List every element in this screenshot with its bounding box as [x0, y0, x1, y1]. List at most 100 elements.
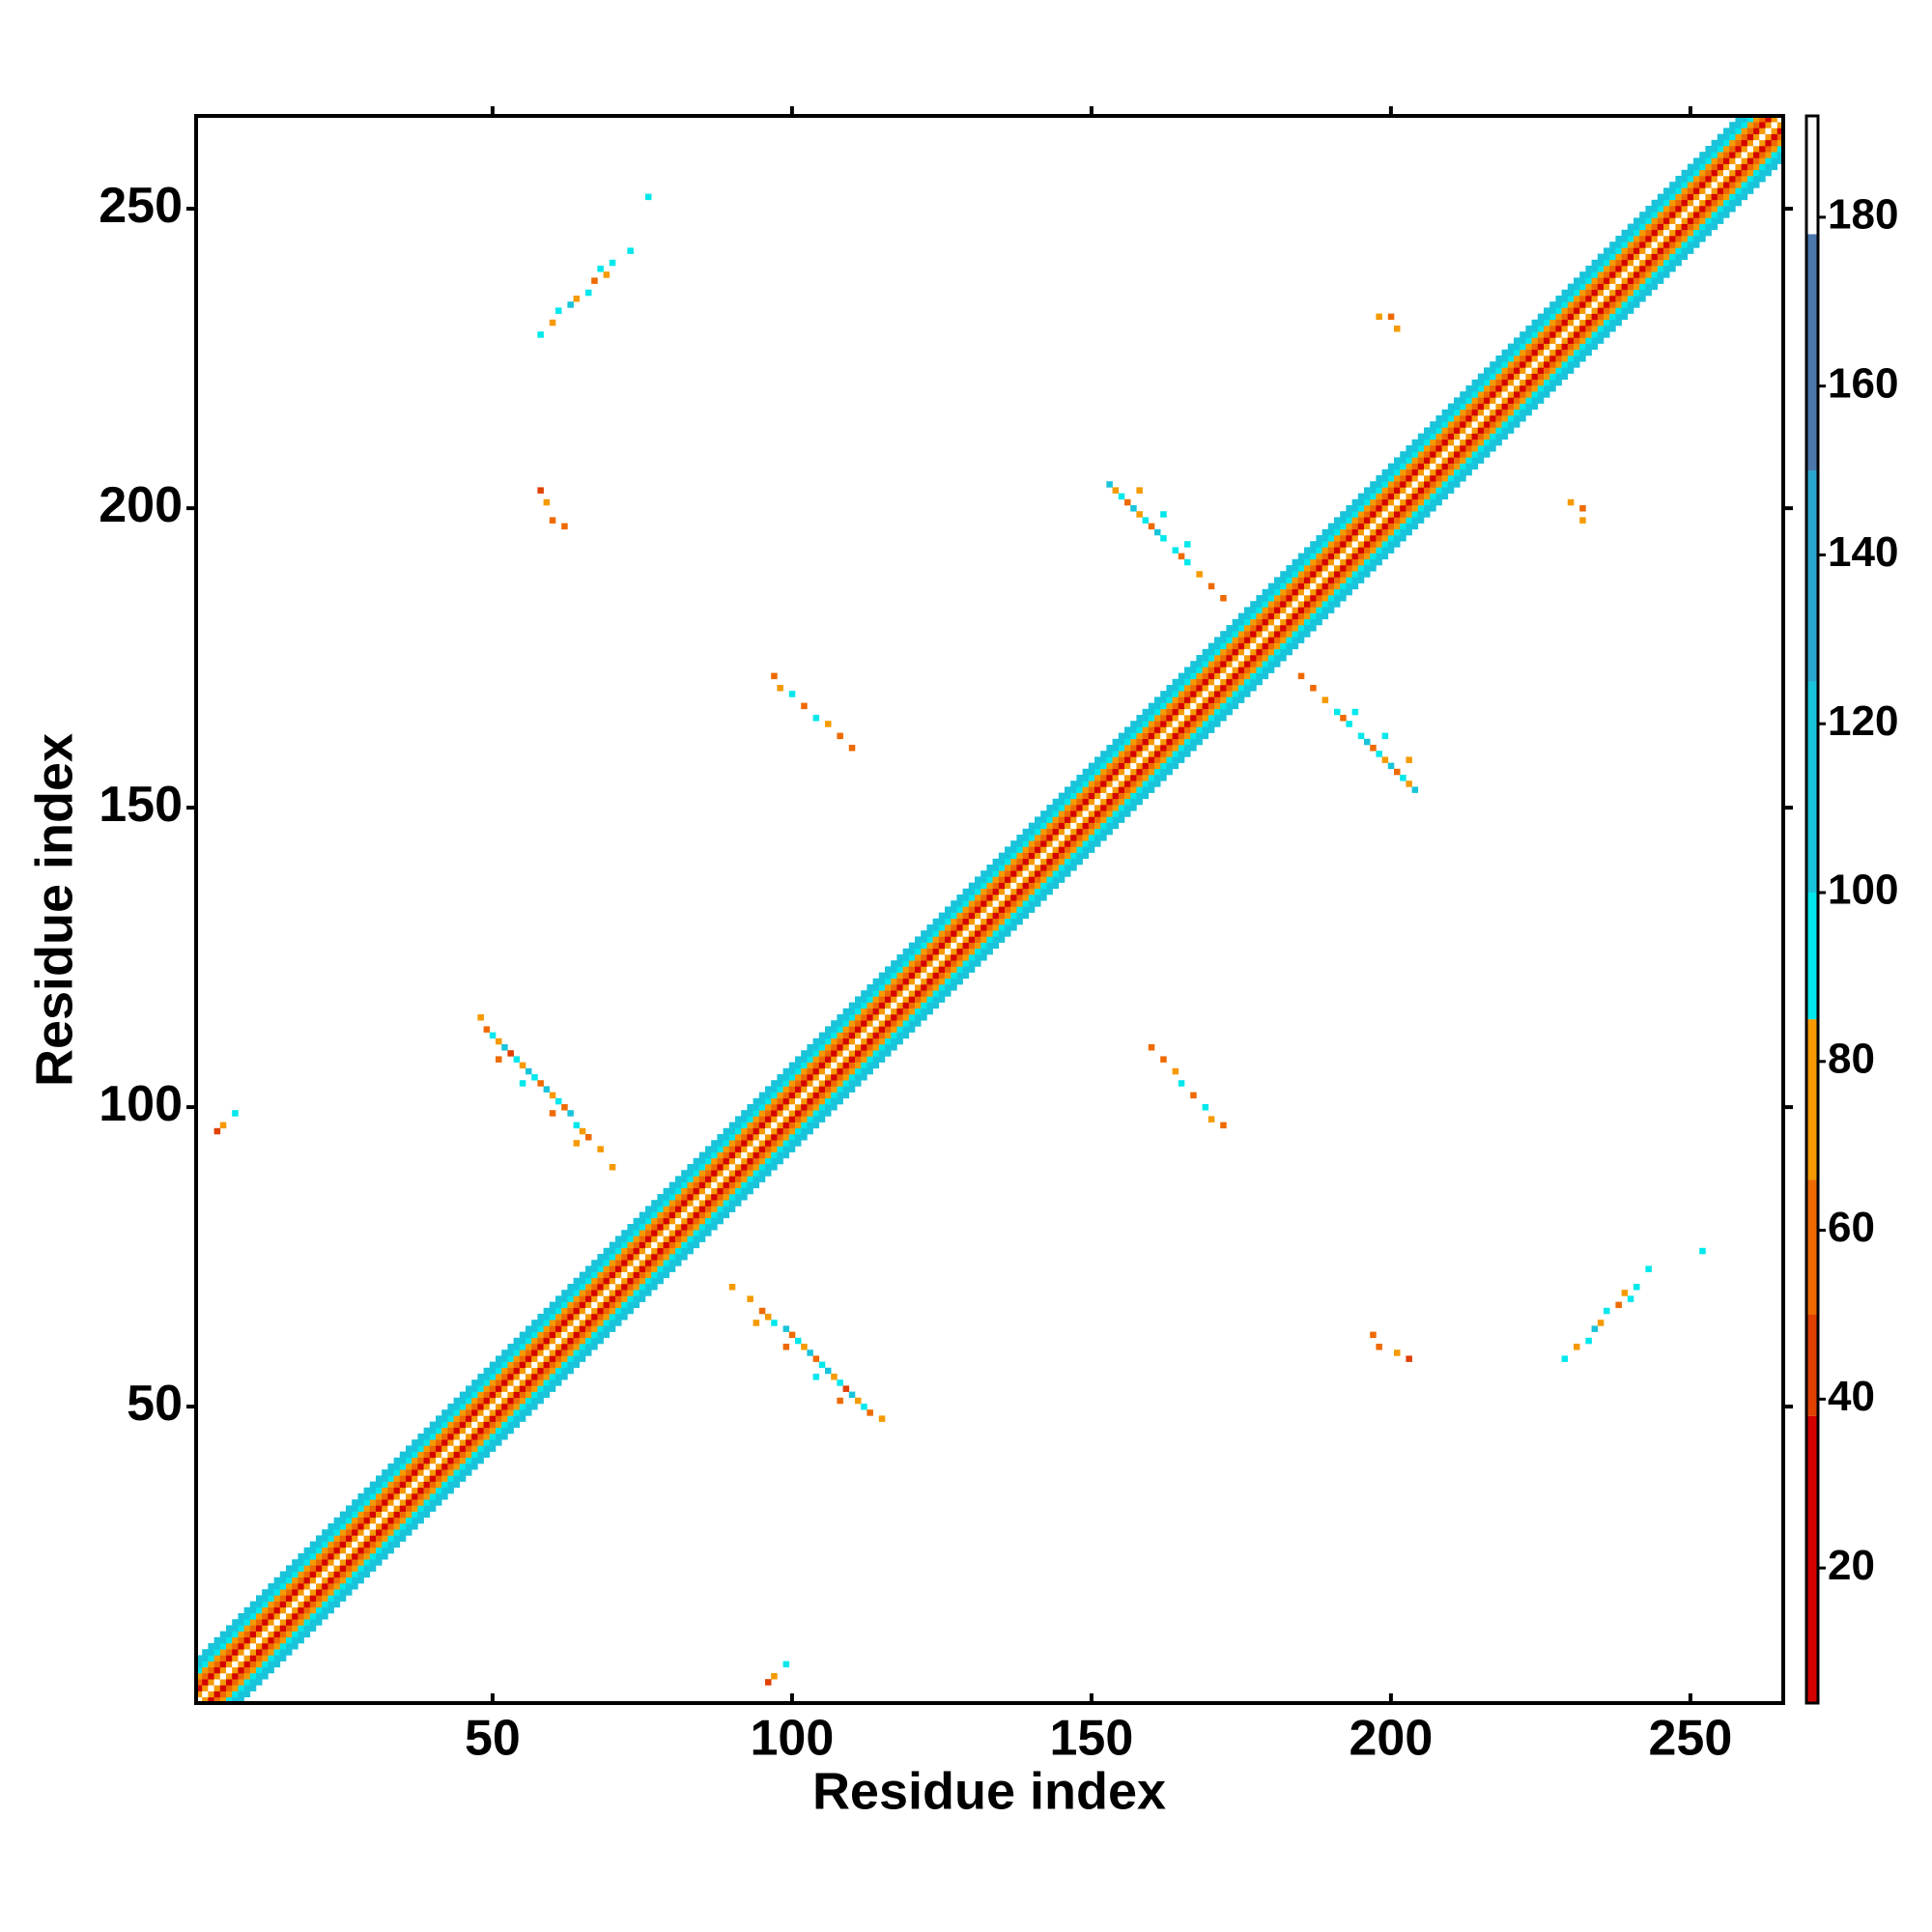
heatmap-cell [219, 1685, 227, 1691]
heatmap-cell [549, 1331, 556, 1339]
heatmap-cell [1477, 415, 1485, 422]
heatmap-cell [579, 1344, 586, 1350]
heatmap-cell [243, 1690, 251, 1698]
heatmap-cell [1765, 169, 1772, 177]
heatmap-cell [728, 1157, 736, 1165]
heatmap-cell [795, 1134, 802, 1141]
heatmap-cell [675, 1181, 682, 1189]
heatmap-cell [1106, 810, 1113, 817]
heatmap-cell [1304, 565, 1311, 572]
heatmap-cell [687, 1224, 694, 1231]
heatmap-cell [609, 1320, 616, 1326]
heatmap-cell [651, 1284, 658, 1291]
heatmap-cell [1106, 751, 1113, 757]
heatmap-cell [1657, 206, 1664, 213]
heatmap-cell [1400, 528, 1406, 536]
heatmap-cell [406, 1511, 412, 1519]
heatmap-cell [357, 1553, 364, 1560]
heatmap-cell [1334, 708, 1341, 716]
heatmap-cell [1406, 457, 1412, 464]
heatmap-cell [1010, 858, 1017, 866]
heatmap-cell [1214, 655, 1221, 662]
heatmap-cell [1274, 648, 1281, 656]
heatmap-cell [1351, 528, 1359, 536]
heatmap-cell [668, 1265, 676, 1272]
heatmap-cell [1106, 481, 1113, 488]
heatmap-cell [1537, 319, 1545, 327]
heatmap-cell [723, 1164, 730, 1171]
heatmap-cell [1052, 835, 1060, 841]
heatmap-cell [902, 966, 910, 973]
heatmap-cell [1627, 296, 1634, 302]
heatmap-cell [1705, 146, 1712, 153]
heatmap-cell [1729, 152, 1736, 158]
heatmap-cell [921, 990, 927, 997]
heatmap-cell [1609, 253, 1616, 261]
heatmap-cell [597, 1337, 604, 1345]
heatmap-cell [753, 1164, 760, 1171]
heatmap-cell [908, 942, 916, 950]
heatmap-cell [1226, 637, 1233, 643]
heatmap-cell [975, 912, 981, 920]
heatmap-cell [1776, 157, 1784, 164]
heatmap-cell [663, 1187, 670, 1195]
heatmap-cell [998, 858, 1006, 866]
heatmap-cell [268, 1655, 274, 1662]
heatmap-cell [1172, 756, 1179, 763]
heatmap-cell [1340, 535, 1347, 542]
heatmap-cell [1250, 625, 1257, 632]
heatmap-cell [436, 1421, 442, 1429]
heatmap-cell [1005, 888, 1011, 895]
heatmap-cell [1417, 451, 1425, 458]
heatmap-cell [1262, 595, 1269, 602]
heatmap-cell [1634, 266, 1640, 272]
heatmap-cell [1759, 152, 1766, 158]
heatmap-cell [1346, 505, 1352, 512]
heatmap-cell [1142, 792, 1150, 800]
heatmap-cell [208, 1685, 214, 1691]
heatmap-cell [1148, 781, 1155, 787]
heatmap-cell [429, 1457, 437, 1464]
heatmap-cell [711, 1140, 718, 1147]
heatmap-cell [1088, 835, 1095, 841]
heatmap-cell [872, 1002, 880, 1009]
heatmap-cell [1663, 193, 1670, 201]
heatmap-cell [1604, 289, 1610, 297]
heatmap-cell [1555, 307, 1562, 314]
heatmap-cell [1082, 805, 1090, 811]
heatmap-cell [399, 1529, 407, 1536]
heatmap-cell [842, 1092, 850, 1099]
heatmap-cell [1154, 528, 1161, 536]
heatmap-cell [687, 1187, 694, 1195]
heatmap-cell [526, 1350, 532, 1356]
heatmap-cell [1561, 349, 1569, 356]
heatmap-cell [1723, 139, 1730, 147]
heatmap-cell [1196, 672, 1203, 680]
heatmap-cell [412, 1481, 418, 1489]
heatmap-cell [459, 1475, 467, 1482]
heatmap-cell [1286, 618, 1293, 626]
heatmap-cell [1214, 661, 1221, 668]
heatmap-cell [1357, 565, 1365, 572]
heatmap-cell [1495, 427, 1502, 434]
heatmap-cell [1381, 498, 1389, 506]
heatmap-cell [429, 1481, 437, 1489]
heatmap-cell [489, 1361, 497, 1369]
heatmap-cell [567, 1314, 574, 1321]
heatmap-cell [1634, 217, 1640, 224]
heatmap-cell [1262, 637, 1269, 643]
heatmap-cell [1250, 667, 1257, 673]
heatmap-cell [1142, 768, 1150, 776]
heatmap-cell [1190, 678, 1197, 686]
heatmap-cell [986, 895, 993, 901]
heatmap-cell [998, 882, 1006, 890]
heatmap-cell [1430, 457, 1436, 464]
heatmap-cell [573, 1307, 581, 1315]
heatmap-cell [807, 1080, 813, 1087]
heatmap-cell [908, 948, 916, 955]
heatmap-cell [585, 1271, 592, 1279]
x-tick-label: 100 [751, 1711, 835, 1767]
heatmap-cell [423, 1469, 431, 1476]
heatmap-cell [705, 1151, 712, 1159]
heatmap-cell [1124, 738, 1131, 746]
